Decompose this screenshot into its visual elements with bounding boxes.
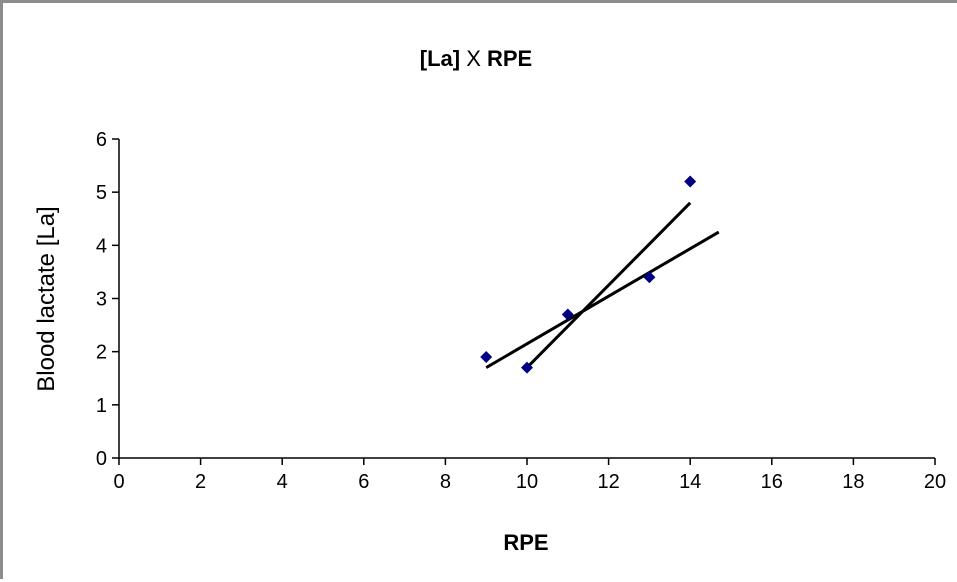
y-tick-label: 5	[96, 182, 107, 204]
x-axis-label: RPE	[503, 530, 548, 555]
chart-title-part-2: X	[460, 46, 487, 71]
y-tick-label: 3	[96, 289, 107, 311]
x-tick-label: 10	[516, 471, 538, 493]
trendline-1	[485, 230, 720, 369]
y-tick-label: 6	[96, 129, 107, 151]
chart-title-part-3: RPE	[487, 46, 532, 71]
data-point	[561, 308, 574, 321]
x-tick-label: 0	[113, 471, 124, 493]
x-tick-label: 2	[195, 471, 206, 493]
data-point	[521, 361, 533, 374]
chart-title-part-1: [La]	[420, 46, 460, 71]
trendline-2	[525, 201, 692, 369]
x-tick-label: 18	[842, 471, 864, 493]
data-points	[480, 175, 697, 374]
x-tick-label: 6	[358, 471, 369, 493]
y-tick-label: 4	[96, 235, 107, 257]
x-tick-label: 20	[924, 471, 946, 493]
data-point	[643, 271, 656, 284]
x-tick-label: 14	[679, 471, 701, 493]
y-tick-label: 0	[96, 448, 107, 470]
x-tick-label: 16	[761, 471, 783, 493]
chart-title: [La] X RPE	[420, 46, 532, 71]
y-tick-label: 2	[96, 342, 107, 364]
y-tick-label: 1	[96, 395, 107, 417]
trendlines	[485, 201, 720, 369]
x-tick-label: 4	[277, 471, 288, 493]
data-point	[684, 175, 697, 188]
data-point	[480, 350, 493, 363]
scatter-chart: [La] X RPE RPE Blood lactate [La] 012345…	[33, 46, 946, 555]
x-tick-label: 8	[440, 471, 451, 493]
y-axis-label: Blood lactate [La]	[33, 206, 60, 391]
x-tick-label: 12	[597, 471, 619, 493]
